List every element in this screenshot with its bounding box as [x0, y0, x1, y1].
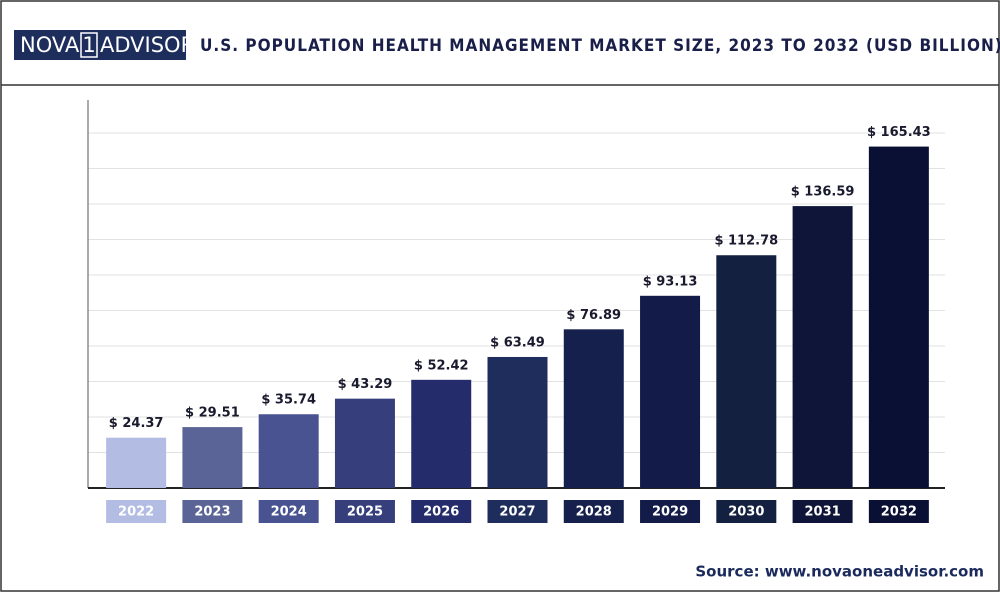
value-label: $ 136.59 — [791, 185, 855, 200]
x-tick-box — [792, 500, 853, 523]
x-tick-box — [640, 500, 701, 523]
bar — [563, 329, 624, 488]
chart-title: U.S. POPULATION HEALTH MANAGEMENT MARKET… — [200, 36, 1000, 56]
bar — [868, 146, 929, 489]
x-tick-label: 2027 — [499, 505, 535, 520]
bar — [182, 427, 243, 488]
bar — [792, 206, 853, 488]
value-label: $ 35.74 — [261, 393, 316, 408]
bar — [716, 255, 777, 488]
bar — [106, 437, 167, 488]
value-label: $ 76.89 — [566, 308, 621, 323]
value-label: $ 24.37 — [109, 416, 164, 431]
logo-right: ADVISOR — [100, 33, 195, 57]
x-tick-label: 2029 — [652, 505, 688, 520]
value-label: $ 43.29 — [338, 377, 393, 392]
x-tick-box — [334, 500, 395, 523]
x-tick-label: 2026 — [423, 505, 459, 520]
value-label: $ 52.42 — [414, 358, 469, 373]
x-tick-box — [182, 500, 243, 523]
x-tick-label: 2022 — [118, 505, 154, 520]
value-label: $ 165.43 — [867, 125, 931, 140]
x-tick-box — [258, 500, 319, 523]
value-label: $ 29.51 — [185, 406, 240, 421]
logo-left: NOVA — [20, 33, 80, 57]
bar — [334, 398, 395, 488]
x-tick-label: 2032 — [881, 505, 917, 520]
x-tick-label: 2023 — [194, 505, 230, 520]
x-tick-box — [563, 500, 624, 523]
x-tick-box — [106, 500, 167, 523]
value-label: $ 63.49 — [490, 335, 545, 350]
bar — [411, 379, 472, 488]
value-label: $ 93.13 — [643, 274, 698, 289]
x-tick-box — [716, 500, 777, 523]
x-tick-label: 2024 — [271, 505, 307, 520]
logo-box — [14, 30, 186, 60]
x-tick-label: 2025 — [347, 505, 383, 520]
bar — [258, 414, 319, 488]
bar — [487, 356, 548, 488]
x-tick-box — [868, 500, 929, 523]
x-tick-box — [411, 500, 472, 523]
x-tick-label: 2028 — [576, 505, 612, 520]
x-tick-label: 2030 — [728, 505, 764, 520]
logo-mid-box — [80, 32, 98, 58]
x-tick-box — [487, 500, 548, 523]
logo-mid: 1 — [82, 33, 95, 57]
bar — [640, 295, 701, 488]
source: Source: www.novaoneadvisor.com — [695, 563, 984, 581]
value-label: $ 112.78 — [714, 234, 778, 249]
x-tick-label: 2031 — [804, 505, 840, 520]
